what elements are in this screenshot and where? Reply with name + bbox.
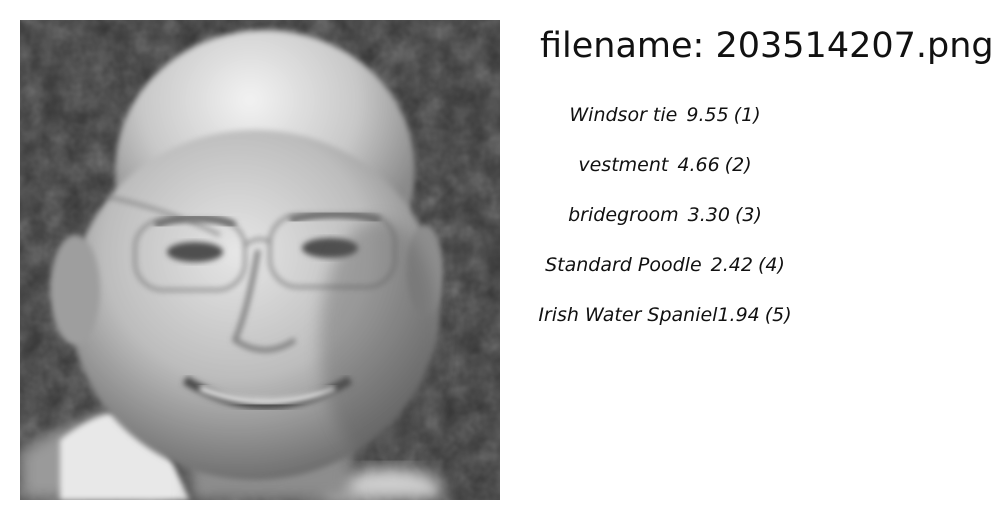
prediction-list: Windsor tie 9.55 1 vestment 4.66 2 bride… <box>538 95 792 345</box>
filename-title: filename: 203514207.png <box>540 26 994 66</box>
prediction-row: Irish Water Spaniel 1.94 5 <box>538 295 792 345</box>
prediction-score: 3.30 <box>687 204 730 226</box>
prediction-score: 4.66 <box>677 154 720 176</box>
prediction-rank: 2 <box>725 145 752 185</box>
prediction-score: 1.94 <box>717 304 760 326</box>
prediction-score: 2.42 <box>710 254 753 276</box>
prediction-score: 9.55 <box>686 104 729 126</box>
prediction-rank: 5 <box>765 295 792 335</box>
prediction-row: vestment 4.66 2 <box>540 145 790 195</box>
prediction-label: vestment <box>578 154 669 176</box>
prediction-label: Windsor tie <box>569 104 678 126</box>
prediction-rank: 4 <box>758 245 785 285</box>
prediction-row: Windsor tie 9.55 1 <box>540 95 790 145</box>
portrait-photo <box>20 20 500 500</box>
prediction-label: Standard Poodle <box>545 254 702 276</box>
prediction-label: Irish Water Spaniel <box>538 304 718 326</box>
prediction-row: bridegroom 3.30 3 <box>540 195 790 245</box>
prediction-rank: 3 <box>735 195 762 235</box>
prediction-label: bridegroom <box>568 204 679 226</box>
portrait-image <box>20 20 500 500</box>
prediction-row: Standard Poodle 2.42 4 <box>540 245 790 295</box>
prediction-rank: 1 <box>734 95 761 135</box>
